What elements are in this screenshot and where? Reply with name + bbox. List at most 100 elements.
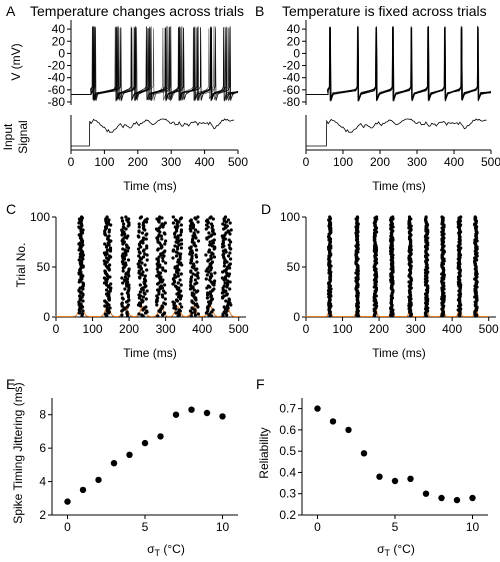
raster-dot — [190, 275, 194, 279]
raster-dot — [163, 269, 168, 273]
panel-e-xlabel: σT (°C) — [147, 542, 185, 558]
raster-dot — [227, 272, 232, 276]
data-point — [95, 476, 102, 484]
raster-dot — [137, 250, 141, 254]
raster-dot — [158, 215, 162, 219]
raster-dot — [206, 291, 210, 295]
raster-dot — [143, 252, 147, 256]
raster-dot — [162, 231, 166, 235]
raster-dot — [109, 286, 113, 290]
panel-d-xlabel: Time (ms) — [372, 346, 426, 360]
x-tick-label: 200 — [128, 155, 148, 169]
y-tick-label: 8 — [39, 408, 46, 422]
raster-dot — [205, 218, 210, 222]
raster-dot — [174, 254, 179, 258]
raster-dot — [105, 256, 109, 260]
x-tick-label: 200 — [119, 322, 139, 336]
raster-dot — [163, 297, 167, 301]
raster-dot — [124, 261, 128, 265]
data-point — [422, 490, 430, 497]
voltage-trace — [306, 26, 492, 102]
panel-a-signal-label: Signal — [16, 120, 30, 153]
raster-dot — [123, 275, 127, 279]
voltage-trace — [306, 26, 492, 102]
raster-dot — [123, 235, 127, 239]
raster-dot — [424, 215, 428, 219]
raster-dot — [108, 246, 113, 250]
voltage-trace — [306, 26, 492, 102]
raster-dot — [193, 313, 197, 317]
raster-dot — [192, 262, 196, 266]
raster-dot — [228, 251, 232, 255]
data-point — [188, 406, 195, 413]
panel-f-xlabel: σT (°C) — [377, 542, 415, 558]
raster-dot — [124, 215, 128, 219]
raster-dot — [173, 218, 178, 222]
y-tick-label: -40 — [283, 71, 301, 85]
y-tick-label: 100 — [280, 210, 300, 224]
raster-dot — [107, 254, 112, 258]
y-tick-label: 2 — [39, 508, 46, 522]
raster-dot — [81, 299, 85, 303]
raster-dot — [127, 217, 131, 221]
raster-dot — [179, 252, 183, 256]
voltage-trace — [306, 26, 492, 102]
raster-dot — [121, 281, 125, 285]
raster-dot — [156, 288, 160, 292]
raster-dot — [126, 234, 130, 238]
raster-dot — [81, 309, 85, 313]
raster-dot — [137, 222, 141, 226]
x-tick-label: 400 — [444, 155, 464, 169]
raster-dot — [228, 280, 232, 284]
data-point — [126, 451, 133, 458]
voltage-trace — [71, 26, 239, 102]
raster-dot — [189, 218, 193, 222]
raster-dot — [126, 303, 130, 307]
raster-dot — [375, 215, 379, 219]
raster-dot — [144, 297, 148, 301]
panel-e-xlabel-unit: (°C) — [160, 542, 185, 556]
raster-dot — [179, 246, 183, 250]
y-tick-label: 0.2 — [279, 508, 296, 522]
voltage-trace — [306, 26, 492, 102]
x-tick-label: 500 — [481, 155, 500, 169]
panel-f-xlabel-main: σ — [377, 542, 385, 556]
data-point — [219, 413, 226, 420]
raster-dot — [224, 299, 228, 303]
panel-b-title: Temperature is fixed across trials — [282, 3, 487, 19]
data-point — [157, 433, 164, 440]
raster-dot — [105, 288, 109, 292]
raster-dot — [178, 278, 182, 282]
raster-dot — [126, 249, 130, 253]
raster-dot — [196, 239, 201, 243]
raster-dot — [138, 301, 142, 305]
voltage-trace — [306, 26, 492, 102]
raster-dot — [204, 253, 208, 257]
raster-dot — [205, 273, 209, 277]
data-point — [110, 460, 118, 467]
x-tick-label: 0 — [303, 155, 310, 169]
raster-dot — [196, 220, 200, 224]
raster-dot — [204, 277, 208, 281]
x-tick-label: 300 — [156, 322, 176, 336]
raster-dot — [121, 252, 125, 256]
panel-e-xlabel-sub: T — [155, 548, 161, 558]
data-point — [172, 411, 180, 418]
raster-dot — [141, 270, 145, 274]
y-tick-label: 6 — [39, 441, 46, 455]
raster-dot — [173, 244, 177, 248]
raster-dot — [162, 301, 166, 305]
voltage-trace — [71, 26, 239, 102]
raster-dot — [145, 309, 149, 313]
raster-dot — [155, 294, 159, 298]
raster-dot — [156, 314, 160, 318]
raster-dot — [145, 253, 149, 257]
raster-dot — [160, 237, 164, 241]
raster-dot — [176, 281, 180, 285]
raster-dot — [190, 306, 194, 310]
raster-dot — [204, 227, 208, 231]
data-point — [360, 450, 368, 457]
raster-dot — [211, 217, 215, 221]
raster-dot — [143, 274, 147, 278]
raster-dot — [163, 242, 167, 246]
